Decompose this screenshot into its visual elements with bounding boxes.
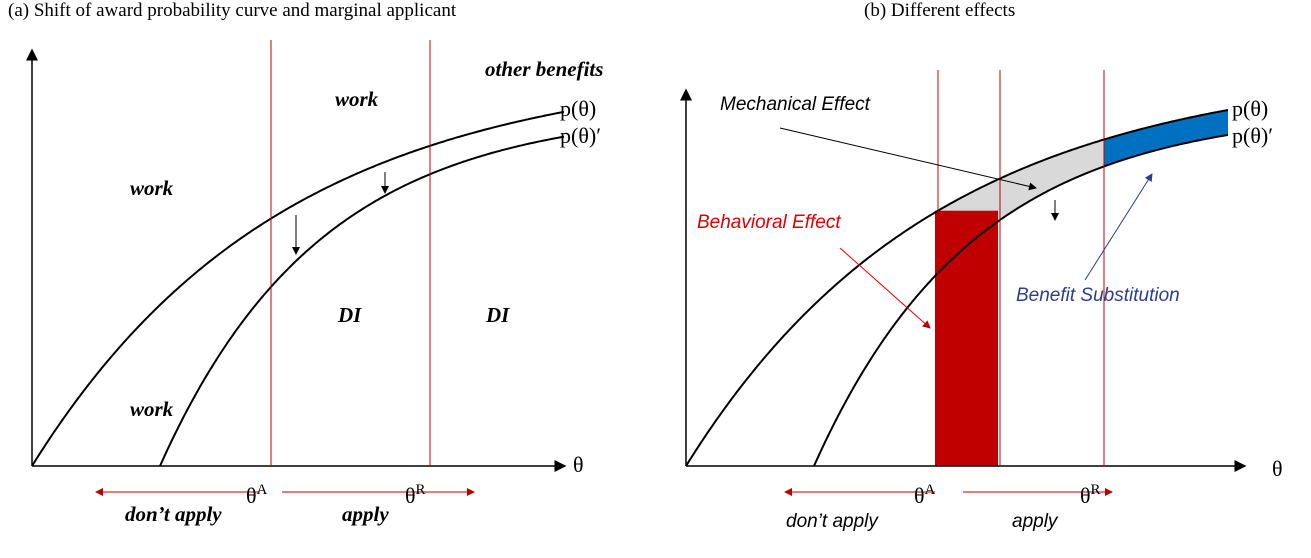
region-label: DI <box>485 303 510 327</box>
apply-label: apply <box>342 502 389 526</box>
probability-curve <box>813 133 1229 467</box>
effect-label: Benefit Substitution <box>1016 285 1180 306</box>
region-label: other benefits <box>485 57 603 81</box>
apply-label: don’t apply <box>786 511 879 532</box>
curve-label: p(θ) <box>560 96 596 121</box>
panel-title: (a) Shift of award probability curve and… <box>8 0 457 21</box>
theta: θ <box>405 483 416 508</box>
shapes <box>31 109 1229 467</box>
effect-label: Mechanical Effect <box>720 94 871 115</box>
superscript: A <box>925 482 936 498</box>
callout-arrow <box>779 127 1037 191</box>
superscript: A <box>257 482 268 498</box>
callout-arrow <box>1084 173 1153 281</box>
theta: θ <box>246 483 257 508</box>
region-label: work <box>130 397 174 421</box>
probability-curve <box>685 109 1229 467</box>
region-label: work <box>335 87 379 111</box>
panel-title: (b) Different effects <box>864 0 1015 21</box>
effect-label: Behavioral Effect <box>697 212 841 233</box>
curve-label: p(θ)′ <box>560 123 601 148</box>
callout-arrow <box>839 247 931 329</box>
threshold-label: θR <box>405 482 426 508</box>
threshold-label: θR <box>1080 482 1101 508</box>
probability-curve <box>31 110 565 467</box>
apply-label: apply <box>1012 511 1059 532</box>
probability-curve <box>159 135 565 467</box>
region-label: work <box>130 176 174 200</box>
curve-label: p(θ) <box>1232 96 1268 121</box>
substitution-region <box>1104 110 1228 167</box>
threshold-label: θA <box>914 482 936 508</box>
superscript: R <box>1091 482 1101 498</box>
axis-label: θ <box>1272 456 1283 481</box>
theta: θ <box>914 483 925 508</box>
theta: θ <box>1080 483 1091 508</box>
curve-label: p(θ)′ <box>1232 123 1273 148</box>
apply-label: don’t apply <box>125 502 222 526</box>
threshold-label: θA <box>246 482 268 508</box>
axis-label: θ <box>573 452 584 477</box>
region-label: DI <box>337 303 362 327</box>
superscript: R <box>416 482 426 498</box>
behavioral-region <box>935 210 998 466</box>
